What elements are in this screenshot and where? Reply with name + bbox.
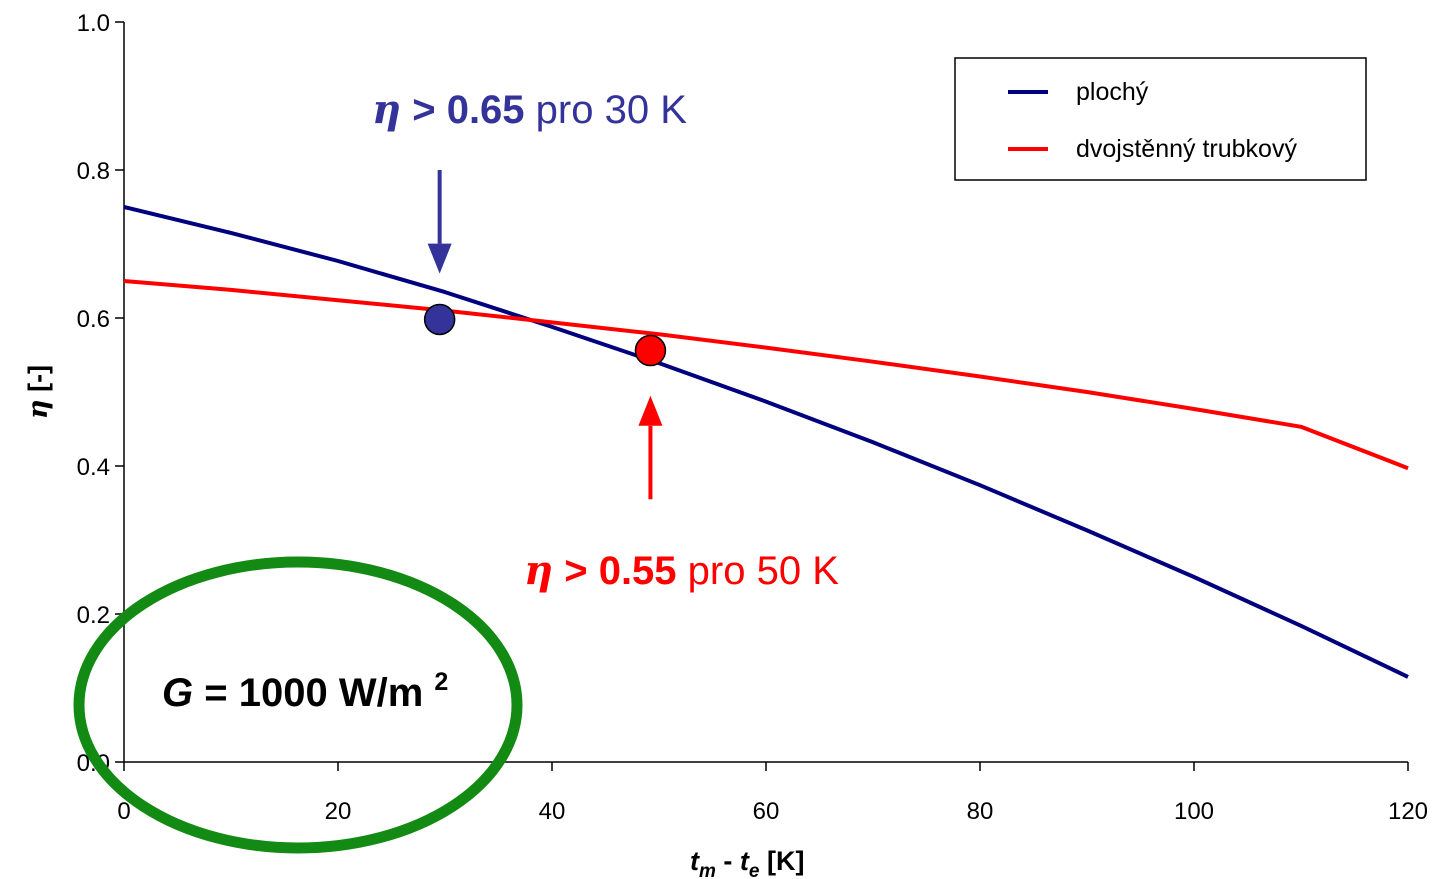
annotation-tube-rest: pro 50 K (688, 549, 840, 593)
x-axis-title: tm - te [K] (690, 846, 804, 879)
y-tick-label: 0.4 (77, 454, 110, 481)
annotation-arrows (427, 170, 663, 500)
axes: 0.00.20.40.60.81.00 20 40 60 80 100 120 (77, 10, 1428, 825)
legend-label-plochy: plochý (1076, 78, 1149, 106)
data-marker-1 (634, 334, 667, 367)
annotation-tube-bold: > 0.55 (564, 549, 676, 593)
legend: plochý dvojstěnný trubkový (954, 57, 1367, 181)
y-tick-label: 0.6 (77, 306, 110, 333)
x-tick-label: 0 (117, 798, 130, 825)
annotation-flat-bold: > 0.65 (412, 88, 524, 132)
markers (423, 303, 667, 367)
annotation-flat-eta: η (372, 86, 401, 133)
legend-box (954, 57, 1367, 181)
annotation-flat: η > 0.65 pro 30 K (372, 86, 687, 133)
irradiance-sup: 2 (434, 668, 448, 696)
irradiance-note: G = 1000 W/m 2 (162, 668, 448, 715)
annotation-tube-eta: η (524, 547, 553, 594)
y-axis-title: η [-] (23, 365, 54, 419)
annotation-tube: η > 0.55 pro 50 K (524, 547, 839, 594)
data-marker-0 (423, 303, 456, 336)
annotation-flat-rest: pro 30 K (536, 88, 688, 132)
irradiance-var: G (162, 671, 193, 715)
x-tick-label: 20 (325, 798, 352, 825)
x-tick-label: 40 (539, 798, 566, 825)
arrow-head-tube (638, 395, 663, 426)
x-tick-label: 80 (967, 798, 994, 825)
series-lines (123, 205, 1409, 679)
irradiance-text: = 1000 W/m (204, 671, 423, 715)
y-tick-label: 1.0 (77, 10, 110, 37)
series-line-0 (123, 205, 1409, 679)
arrow-head-flat (427, 243, 452, 274)
y-tick-label: 0.8 (77, 158, 110, 185)
series-line-1 (123, 279, 1409, 471)
x-tick-label: 60 (753, 798, 780, 825)
y-tick-label: 0.2 (77, 602, 110, 629)
x-tick-label: 100 (1174, 798, 1214, 825)
x-tick-label: 120 (1388, 798, 1428, 825)
legend-label-dvojstenny: dvojstěnný trubkový (1076, 135, 1297, 163)
highlight-ellipse (73, 556, 523, 854)
